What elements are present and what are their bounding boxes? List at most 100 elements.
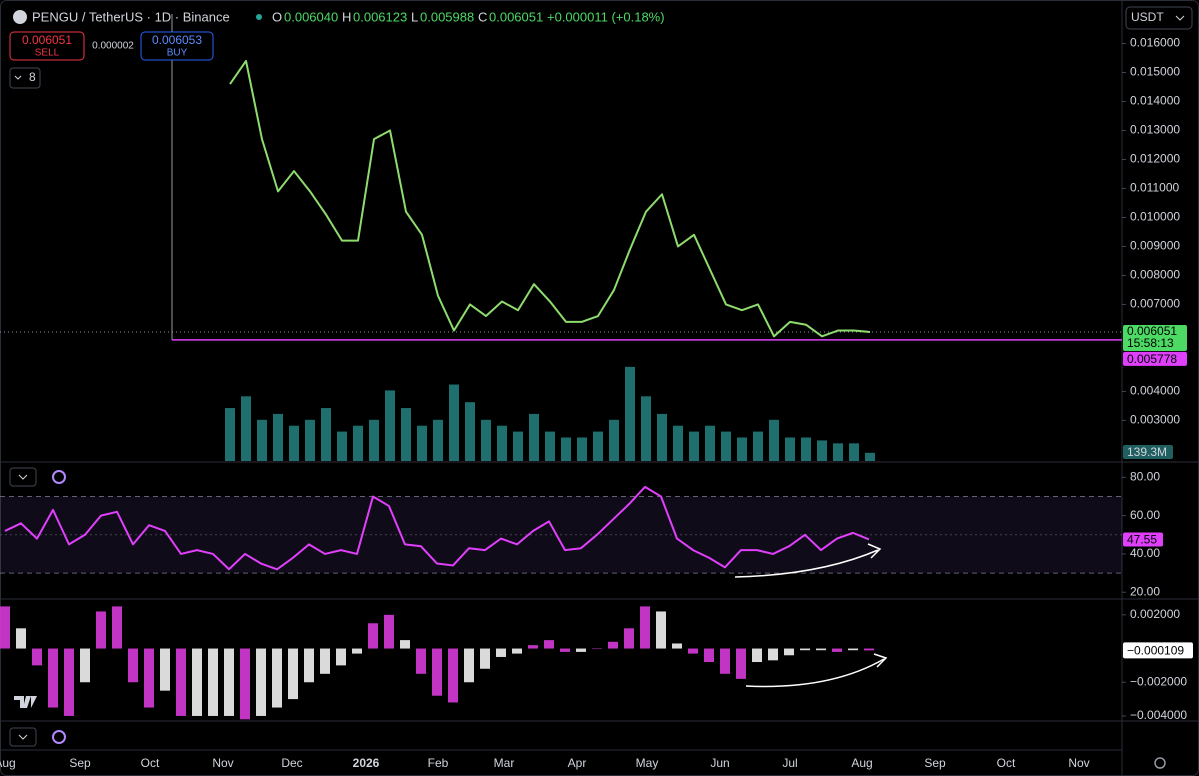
y-tick-label: 0.009000 (1130, 239, 1180, 253)
histogram-bar (480, 648, 490, 669)
y-tick-label: 60.00 (1130, 508, 1160, 522)
x-tick-label: Oct (141, 756, 160, 770)
volume-bar (721, 431, 731, 461)
chevron (1175, 15, 1185, 21)
histogram-bar (32, 648, 42, 666)
status-dot (256, 14, 262, 20)
pane-toggle[interactable] (9, 467, 37, 487)
volume-bar (673, 425, 683, 461)
x-tick-label: May (636, 756, 659, 770)
sell-button[interactable] (9, 31, 85, 61)
ohlc-value: 0.006040 (284, 9, 338, 24)
annotation-arrow (734, 543, 882, 578)
y-tick-label: 20.00 (1130, 584, 1160, 598)
histogram-bar (688, 648, 698, 654)
volume-bar (449, 384, 459, 461)
histogram-bar (752, 648, 762, 663)
y-tick-label: 0.008000 (1130, 268, 1180, 282)
histogram-bar (320, 648, 330, 674)
settings-icon[interactable] (1154, 757, 1166, 769)
macd-last: −0.000109 (1127, 644, 1184, 658)
rsi-last: 47.55 (1127, 533, 1157, 547)
sell-price: 0.006051 (22, 33, 72, 47)
x-tick-label: Sep (924, 756, 946, 770)
volume-bar (529, 413, 539, 461)
indicator-count: 8 (29, 70, 36, 84)
ohlc-value: 0.006051 (489, 9, 543, 24)
histogram-bar (864, 648, 874, 651)
histogram-bar (384, 614, 394, 649)
x-tick-label: 2026 (353, 756, 380, 770)
histogram-bar (416, 648, 426, 674)
last-price: 0.006051 (1127, 324, 1177, 338)
logo (14, 696, 37, 708)
histogram-bar (720, 648, 730, 674)
volume-bar (817, 440, 827, 461)
volume-bar (865, 452, 875, 461)
histogram-bar (512, 648, 522, 654)
volume-bar (657, 413, 667, 461)
ohlc-value: 0.005988 (420, 9, 474, 24)
volume-bar (577, 437, 587, 461)
histogram-bar (176, 648, 186, 716)
histogram-bar (608, 641, 618, 649)
ohlc-label: C (478, 9, 487, 24)
histogram-bar (848, 648, 858, 651)
volume-bar (433, 419, 443, 461)
histogram-bar (48, 648, 58, 708)
histogram-bar (208, 648, 218, 716)
change: +0.000011 (+0.18%) (547, 9, 665, 24)
volume-bar (481, 419, 491, 461)
histogram-bar (800, 648, 810, 651)
volume-bar (609, 419, 619, 461)
y-tick-label: 0.003000 (1130, 413, 1180, 427)
histogram-bar (160, 648, 170, 691)
sync-icon[interactable] (52, 470, 66, 484)
histogram-bar (464, 648, 474, 683)
y-tick-label: 0.007000 (1130, 297, 1180, 311)
histogram-bar (0, 606, 10, 649)
currency-select[interactable] (1125, 6, 1193, 30)
chevron (18, 734, 28, 740)
histogram-bar (560, 648, 570, 652)
macd-last-box (1123, 642, 1193, 659)
volume-bar (785, 437, 795, 461)
indicator-toggle[interactable] (9, 67, 41, 89)
histogram-bar (112, 606, 122, 649)
x-tick-label: Aug (851, 756, 872, 770)
histogram-bar (528, 645, 538, 649)
histogram-bar (704, 648, 714, 663)
y-tick-label: −0.004000 (1130, 708, 1187, 722)
histogram-bar (640, 606, 650, 649)
y-tick-label: 0.011000 (1130, 181, 1179, 195)
pane-toggle[interactable] (9, 727, 37, 747)
volume-bar (753, 431, 763, 461)
y-tick-label: 0.012000 (1130, 152, 1180, 166)
histogram-bar (544, 640, 554, 649)
volume-bar (353, 425, 363, 461)
y-tick-label: 0.016000 (1130, 36, 1180, 50)
x-tick-label: Feb (428, 756, 449, 770)
volume-bar (337, 431, 347, 461)
histogram-bar (352, 648, 362, 654)
symbol: PENGU / TetherUS · 1D · Binance (32, 9, 230, 24)
volume-bar (385, 390, 395, 461)
symbol-icon (13, 10, 27, 24)
sync-icon[interactable] (52, 730, 66, 744)
volume-bar (305, 419, 315, 461)
histogram-bar (784, 648, 794, 656)
last-price-box (1123, 324, 1187, 351)
x-tick-label: Apr (568, 756, 587, 770)
spread: 0.000002 (92, 41, 134, 52)
histogram-bar (832, 648, 842, 652)
volume-bar (401, 408, 411, 461)
y-tick-label: −0.002000 (1130, 674, 1187, 688)
histogram-bar (304, 648, 314, 683)
x-tick-label: Nov (1068, 756, 1089, 770)
y-tick-label: 0.002000 (1130, 607, 1180, 621)
volume-bar (561, 437, 571, 461)
ohlc-label: O (272, 9, 282, 24)
histogram-bar (272, 648, 282, 708)
volume-bar (625, 366, 635, 461)
buy-button[interactable] (140, 31, 214, 61)
